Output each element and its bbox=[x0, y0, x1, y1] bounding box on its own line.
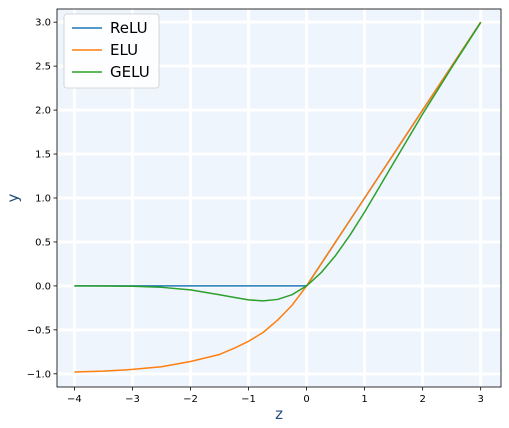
x-tick-label: 1 bbox=[361, 394, 367, 405]
legend-label: ELU bbox=[110, 41, 138, 59]
y-tick-label: 0.0 bbox=[35, 281, 51, 292]
y-tick-label: 1.0 bbox=[35, 194, 51, 205]
y-tick-label: 2.5 bbox=[35, 62, 51, 73]
legend-box bbox=[63, 13, 160, 89]
y-tick-label: 2.0 bbox=[35, 106, 51, 117]
x-tick-label: 3 bbox=[477, 394, 483, 405]
y-tick-label: 1.5 bbox=[35, 150, 51, 161]
x-tick-label: −1 bbox=[241, 394, 256, 405]
legend-label: GELU bbox=[110, 63, 150, 81]
y-tick-label: 0.5 bbox=[35, 237, 51, 248]
y-tick-label: −0.5 bbox=[27, 325, 51, 336]
legend-label: ReLU bbox=[110, 19, 148, 37]
x-tick-label: 0 bbox=[303, 394, 309, 405]
x-tick-label: −4 bbox=[67, 394, 82, 405]
series-line-elu bbox=[74, 21, 482, 373]
y-axis-label: y bbox=[4, 193, 22, 202]
x-tick-label: −2 bbox=[183, 394, 198, 405]
y-tick-label: −1.0 bbox=[27, 369, 51, 380]
series-line-gelu bbox=[74, 22, 482, 302]
ticks: −4 −3 −2 −1 0 1 2 3 −1.0 −0.5 0.0 0.5 1.0 1.5 2.0 2.5 3.… bbox=[27, 18, 484, 405]
y-tick-label: 3.0 bbox=[35, 18, 51, 29]
series-layer bbox=[74, 21, 482, 373]
x-axis-label: z bbox=[275, 405, 283, 423]
x-tick-label: −3 bbox=[125, 394, 140, 405]
x-tick-label: 2 bbox=[419, 394, 425, 405]
legend: ReLU ELU GELU bbox=[63, 13, 160, 89]
